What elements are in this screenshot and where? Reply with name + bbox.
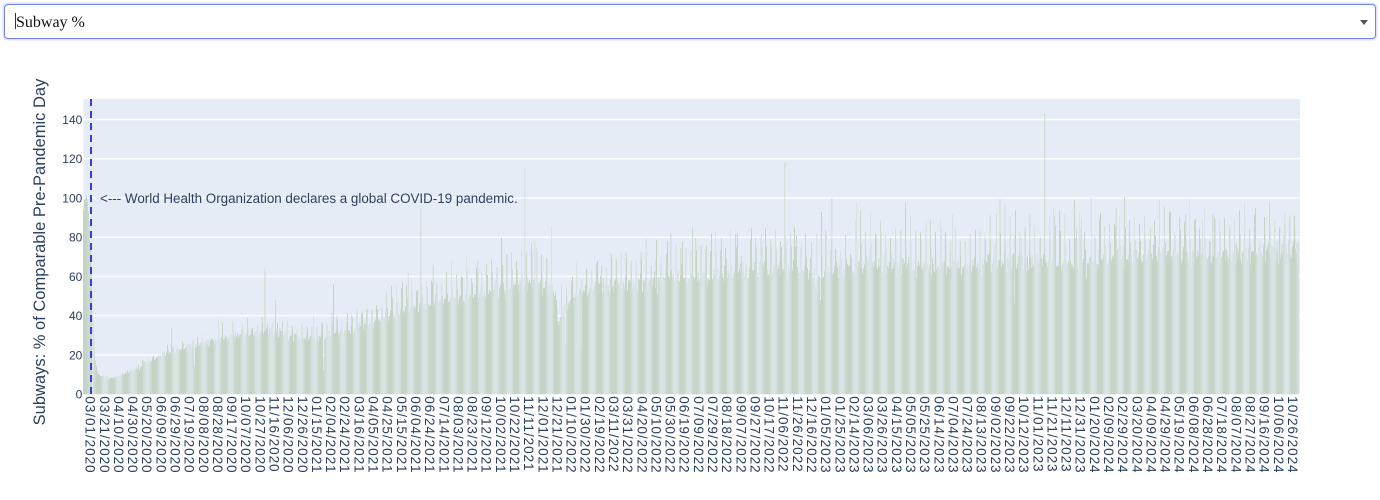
svg-text:04/05/2021: 04/05/2021 (366, 396, 381, 473)
svg-text:05/19/2024: 05/19/2024 (1172, 396, 1187, 473)
svg-text:09/12/2021: 09/12/2021 (479, 396, 494, 473)
svg-text:09/02/2023: 09/02/2023 (988, 396, 1003, 473)
svg-text:06/24/2021: 06/24/2021 (422, 396, 437, 473)
svg-text:09/16/2024: 09/16/2024 (1257, 396, 1272, 473)
svg-text:05/25/2023: 05/25/2023 (917, 396, 932, 473)
svg-text:04/20/2022: 04/20/2022 (634, 396, 649, 473)
svg-text:10/22/2021: 10/22/2021 (507, 396, 522, 473)
svg-text:06/09/2020: 06/09/2020 (153, 396, 168, 473)
svg-text:140: 140 (62, 113, 82, 127)
svg-text:08/28/2020: 08/28/2020 (210, 396, 225, 473)
svg-text:04/29/2024: 04/29/2024 (1158, 396, 1173, 473)
svg-text:10/17/2022: 10/17/2022 (762, 396, 777, 473)
svg-text:09/07/2022: 09/07/2022 (733, 396, 748, 473)
svg-text:06/04/2021: 06/04/2021 (408, 396, 423, 473)
svg-text:07/04/2023: 07/04/2023 (945, 396, 960, 473)
svg-text:12/31/2023: 12/31/2023 (1073, 396, 1088, 473)
svg-text:60: 60 (69, 270, 83, 284)
svg-text:12/06/2020: 12/06/2020 (281, 396, 296, 473)
svg-text:05/05/2023: 05/05/2023 (903, 396, 918, 473)
svg-text:03/31/2022: 03/31/2022 (620, 396, 635, 473)
svg-text:11/21/2023: 11/21/2023 (1044, 396, 1059, 472)
svg-text:08/13/2023: 08/13/2023 (974, 396, 989, 473)
svg-text:12/11/2023: 12/11/2023 (1059, 396, 1074, 472)
svg-text:03/06/2023: 03/06/2023 (861, 396, 876, 473)
svg-text:04/25/2021: 04/25/2021 (380, 396, 395, 473)
svg-text:12/01/2021: 12/01/2021 (535, 396, 550, 473)
svg-text:11/01/2023: 11/01/2023 (1030, 396, 1045, 472)
svg-text:12/21/2021: 12/21/2021 (549, 396, 564, 473)
svg-text:05/30/2022: 05/30/2022 (663, 396, 678, 473)
svg-text:10/02/2021: 10/02/2021 (493, 396, 508, 473)
svg-text:04/09/2024: 04/09/2024 (1143, 396, 1158, 473)
svg-text:03/11/2022: 03/11/2022 (606, 396, 621, 472)
svg-text:10/26/2024: 10/26/2024 (1285, 396, 1300, 473)
svg-text:03/01/2020: 03/01/2020 (83, 396, 98, 473)
svg-text:09/17/2020: 09/17/2020 (224, 396, 239, 473)
svg-text:<--- World Health Organization: <--- World Health Organization declares … (100, 191, 518, 206)
svg-text:01/10/2022: 01/10/2022 (564, 396, 579, 473)
svg-text:07/14/2021: 07/14/2021 (436, 396, 451, 473)
svg-text:06/19/2022: 06/19/2022 (677, 396, 692, 473)
svg-text:08/23/2021: 08/23/2021 (465, 396, 480, 473)
svg-text:02/24/2021: 02/24/2021 (337, 396, 352, 473)
svg-text:02/09/2024: 02/09/2024 (1101, 396, 1116, 473)
svg-text:08/18/2022: 08/18/2022 (719, 396, 734, 473)
svg-text:80: 80 (69, 231, 83, 245)
svg-text:20: 20 (69, 348, 83, 362)
svg-text:Subways: % of Comparable Pre-P: Subways: % of Comparable Pre-Pandemic Da… (31, 78, 49, 425)
svg-text:02/14/2023: 02/14/2023 (846, 396, 861, 473)
svg-text:03/26/2023: 03/26/2023 (875, 396, 890, 473)
svg-text:09/22/2023: 09/22/2023 (1002, 396, 1017, 473)
svg-text:02/04/2021: 02/04/2021 (323, 396, 338, 473)
svg-text:09/27/2022: 09/27/2022 (747, 396, 762, 473)
svg-text:07/24/2023: 07/24/2023 (960, 396, 975, 473)
svg-text:08/07/2024: 08/07/2024 (1228, 396, 1243, 473)
svg-text:08/27/2024: 08/27/2024 (1242, 396, 1257, 473)
svg-text:06/14/2023: 06/14/2023 (931, 396, 946, 473)
svg-text:07/18/2024: 07/18/2024 (1214, 396, 1229, 473)
svg-text:40: 40 (69, 309, 83, 323)
svg-text:05/10/2022: 05/10/2022 (648, 396, 663, 473)
svg-text:120: 120 (62, 152, 82, 166)
svg-text:08/03/2021: 08/03/2021 (450, 396, 465, 473)
svg-text:06/28/2024: 06/28/2024 (1200, 396, 1215, 473)
svg-text:07/19/2020: 07/19/2020 (182, 396, 197, 473)
svg-text:07/09/2022: 07/09/2022 (691, 396, 706, 473)
svg-text:03/16/2021: 03/16/2021 (351, 396, 366, 473)
svg-text:01/25/2023: 01/25/2023 (832, 396, 847, 473)
svg-text:12/16/2022: 12/16/2022 (804, 396, 819, 473)
svg-text:10/27/2020: 10/27/2020 (252, 396, 267, 473)
svg-text:03/21/2020: 03/21/2020 (97, 396, 112, 473)
svg-text:04/10/2020: 04/10/2020 (111, 396, 126, 473)
svg-text:11/16/2020: 11/16/2020 (267, 396, 282, 472)
svg-text:10/12/2023: 10/12/2023 (1016, 396, 1031, 473)
svg-text:10/06/2024: 10/06/2024 (1271, 396, 1286, 473)
svg-text:04/15/2023: 04/15/2023 (889, 396, 904, 473)
svg-text:08/08/2020: 08/08/2020 (196, 396, 211, 473)
svg-text:11/11/2021: 11/11/2021 (521, 396, 536, 471)
svg-text:06/29/2020: 06/29/2020 (168, 396, 183, 473)
svg-text:01/20/2024: 01/20/2024 (1087, 396, 1102, 473)
svg-text:02/29/2024: 02/29/2024 (1115, 396, 1130, 473)
svg-text:0: 0 (76, 388, 83, 402)
svg-text:11/26/2022: 11/26/2022 (790, 396, 805, 472)
svg-text:10/07/2020: 10/07/2020 (238, 396, 253, 473)
svg-text:05/20/2020: 05/20/2020 (139, 396, 154, 473)
svg-text:04/30/2020: 04/30/2020 (125, 396, 140, 473)
svg-text:03/20/2024: 03/20/2024 (1129, 396, 1144, 473)
svg-text:100: 100 (62, 191, 82, 205)
svg-text:01/05/2023: 01/05/2023 (818, 396, 833, 473)
svg-text:01/15/2021: 01/15/2021 (309, 396, 324, 473)
svg-text:01/30/2022: 01/30/2022 (578, 396, 593, 473)
svg-text:06/08/2024: 06/08/2024 (1186, 396, 1201, 473)
svg-text:02/19/2022: 02/19/2022 (592, 396, 607, 473)
svg-text:07/29/2022: 07/29/2022 (705, 396, 720, 473)
svg-text:11/06/2022: 11/06/2022 (776, 396, 791, 472)
svg-text:05/15/2021: 05/15/2021 (394, 396, 409, 473)
svg-text:12/26/2020: 12/26/2020 (295, 396, 310, 473)
